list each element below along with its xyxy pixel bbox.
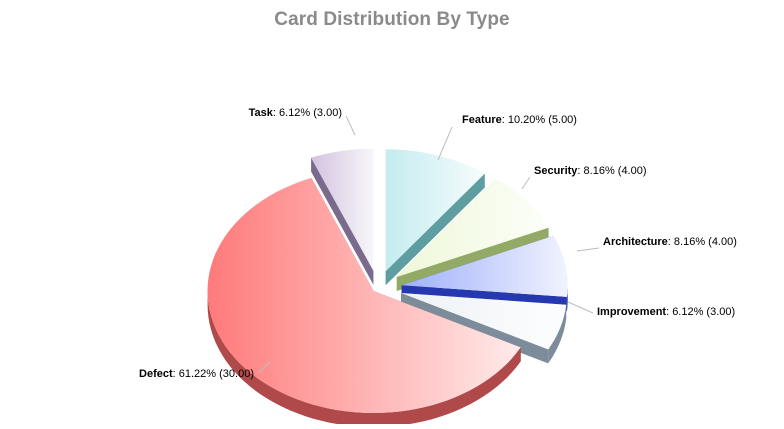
pie-slice-top <box>401 293 567 350</box>
data-label-defect: Defect: 61.22% (30.00) <box>139 368 254 380</box>
data-label-name: Defect <box>139 368 173 380</box>
data-label-value: : 8.16% (4.00) <box>577 165 646 177</box>
pie-slice-defect[interactable] <box>207 177 521 427</box>
pie-slice-top <box>385 149 485 272</box>
data-label-name: Security <box>534 165 578 177</box>
data-label-value: : 8.16% (4.00) <box>668 236 737 248</box>
label-connector-line <box>257 361 271 374</box>
data-label-name: Task <box>249 107 274 119</box>
data-label-name: Feature <box>462 114 502 126</box>
pie-slice-top <box>401 235 568 297</box>
data-label-value: : 6.12% (3.00) <box>666 306 735 318</box>
pie-slice-top <box>396 179 549 277</box>
pie-slice-task[interactable] <box>311 148 374 285</box>
data-label-task: Task: 6.12% (3.00) <box>249 107 342 119</box>
label-connector-line <box>437 126 453 161</box>
data-label-name: Architecture <box>603 236 668 248</box>
data-label-value: : 6.12% (3.00) <box>273 107 342 119</box>
chart-title: Card Distribution By Type <box>274 9 510 30</box>
label-connector-line <box>345 115 356 136</box>
pie-slice-feature[interactable] <box>385 149 485 286</box>
pie-slice-wall <box>385 173 485 286</box>
pie-slice-top <box>207 177 521 414</box>
data-label-name: Improvement <box>597 306 666 318</box>
data-label-security: Security: 8.16% (4.00) <box>534 165 647 177</box>
label-connector-line <box>576 247 600 252</box>
data-label-improvement: Improvement: 6.12% (3.00) <box>597 306 735 318</box>
label-connector-line <box>567 301 594 314</box>
data-label-feature: Feature: 10.20% (5.00) <box>462 114 577 126</box>
pie-slice-wall <box>311 157 374 285</box>
data-label-value: : 10.20% (5.00) <box>502 114 577 126</box>
data-label-value: : 61.22% (30.00) <box>173 368 254 380</box>
data-label-architecture: Architecture: 8.16% (4.00) <box>603 236 737 248</box>
pie-slice-architecture[interactable] <box>401 235 568 311</box>
label-connector-line <box>521 176 531 190</box>
pie-slice-side <box>548 304 567 364</box>
pie-slice-side <box>566 285 568 311</box>
pie-slice-top <box>311 148 374 271</box>
